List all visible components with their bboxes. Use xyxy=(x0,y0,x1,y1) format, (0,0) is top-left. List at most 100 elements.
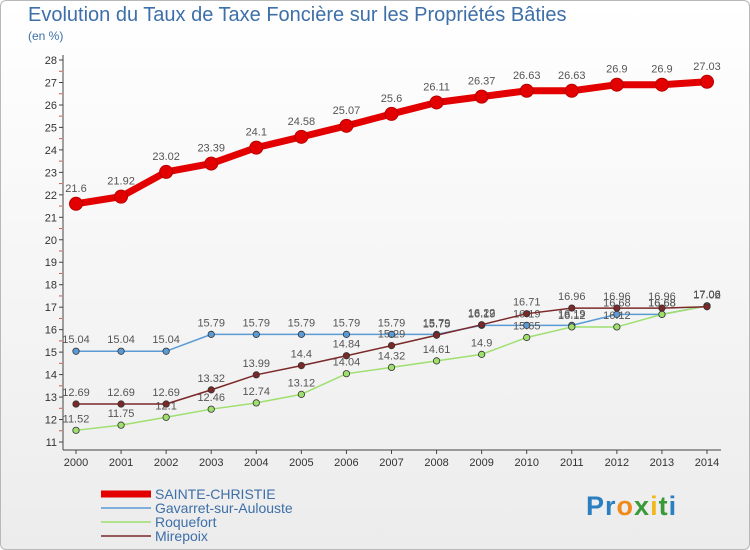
data-point xyxy=(252,399,260,407)
data-label: 16.19 xyxy=(558,308,586,320)
data-label: 16.68 xyxy=(603,297,631,309)
data-label: 23.39 xyxy=(197,143,225,155)
data-label: 24.1 xyxy=(246,127,267,139)
data-label: 12.46 xyxy=(197,392,225,404)
y-tick-label: 12 xyxy=(45,415,57,427)
data-point xyxy=(159,164,174,179)
data-label: 25.07 xyxy=(333,105,361,117)
data-point xyxy=(117,400,125,408)
data-label: 12.69 xyxy=(107,387,135,399)
logo-letter: x xyxy=(634,491,651,521)
data-label: 26.63 xyxy=(513,70,541,82)
data-label: 13.99 xyxy=(243,358,271,370)
data-point xyxy=(523,310,531,318)
series-roquefort: 11.5211.7512.112.4612.7413.1214.0414.321… xyxy=(63,289,721,434)
y-tick-label: 11 xyxy=(46,437,57,449)
data-point xyxy=(339,118,354,133)
data-point xyxy=(568,323,576,331)
data-label: 14.32 xyxy=(378,350,406,362)
data-point xyxy=(654,77,669,92)
data-point xyxy=(658,310,666,318)
y-tick-label: 23 xyxy=(45,167,57,179)
y-tick-label: 28 xyxy=(45,55,57,67)
legend-label: SAINTE-CHRISTIE xyxy=(155,486,276,502)
y-tick-label: 19 xyxy=(45,257,57,269)
data-label: 16.96 xyxy=(558,291,586,303)
data-label: 12.69 xyxy=(152,387,180,399)
data-label: 26.63 xyxy=(558,70,586,82)
data-point xyxy=(297,330,305,338)
data-point xyxy=(114,189,129,204)
y-tick-label: 24 xyxy=(45,145,57,157)
data-point xyxy=(342,352,351,360)
data-label: 17.06 xyxy=(693,289,721,301)
data-point xyxy=(523,333,531,342)
data-label: 25.6 xyxy=(381,93,402,105)
logo-letter: i xyxy=(668,491,678,521)
data-point xyxy=(564,83,579,98)
data-point xyxy=(609,77,624,92)
data-label: 15.04 xyxy=(62,334,90,346)
logo-letter: o xyxy=(616,491,635,521)
logo-letter: t xyxy=(658,491,669,521)
data-label: 26.9 xyxy=(606,64,627,76)
data-point xyxy=(478,350,486,358)
data-label: 14.4 xyxy=(291,349,312,361)
x-tick-label: 2014 xyxy=(695,457,719,469)
y-tick-label: 27 xyxy=(45,77,57,89)
x-tick-label: 2008 xyxy=(424,457,448,469)
data-point xyxy=(474,89,489,104)
data-point xyxy=(432,331,441,339)
data-label: 17.06 xyxy=(693,289,721,301)
data-label: 16.12 xyxy=(558,310,586,322)
data-label: 11.52 xyxy=(63,413,90,425)
data-label: 13.32 xyxy=(197,373,225,385)
chart-title: Evolution du Taux de Taxe Foncière sur l… xyxy=(28,4,567,26)
data-point xyxy=(432,357,441,365)
data-point xyxy=(252,330,260,338)
data-point xyxy=(387,363,396,371)
data-point xyxy=(252,371,260,379)
x-tick-label: 2010 xyxy=(514,457,538,469)
data-point xyxy=(249,140,264,155)
data-point xyxy=(523,321,531,329)
data-label: 16.19 xyxy=(468,308,496,320)
data-label: 14.04 xyxy=(333,357,361,369)
data-label: 13.12 xyxy=(288,377,316,389)
data-label: 15.79 xyxy=(197,317,225,329)
y-tick-label: 20 xyxy=(45,235,57,247)
data-label: 15.79 xyxy=(423,317,451,329)
data-label: 15.79 xyxy=(288,317,316,329)
data-point xyxy=(294,129,309,144)
x-tick-label: 2012 xyxy=(605,457,629,469)
y-tick-label: 22 xyxy=(45,190,57,202)
x-tick-label: 2000 xyxy=(64,457,88,469)
legend-label: Gavarret-sur-Aulouste xyxy=(155,500,293,516)
y-tick-label: 25 xyxy=(45,122,57,134)
data-point xyxy=(162,413,170,421)
data-label: 27.03 xyxy=(693,61,721,73)
y-tick-label: 21 xyxy=(45,212,57,224)
chart-unit-label: (en %) xyxy=(28,29,64,43)
data-point xyxy=(72,400,80,408)
data-point xyxy=(703,303,711,311)
data-point xyxy=(207,405,215,413)
logo-letter: P xyxy=(586,491,606,521)
data-point xyxy=(342,370,351,378)
x-tick-label: 2006 xyxy=(334,457,358,469)
data-point xyxy=(207,330,215,338)
y-tick-label: 15 xyxy=(45,347,57,359)
data-label: 26.9 xyxy=(651,64,672,76)
data-label: 11.75 xyxy=(108,408,135,420)
data-label: 21.6 xyxy=(65,183,86,195)
data-label: 16.68 xyxy=(648,297,676,309)
data-label: 14.84 xyxy=(333,339,361,351)
data-label: 15.29 xyxy=(378,329,406,341)
x-tick-label: 2002 xyxy=(154,457,178,469)
legend-label: Roquefort xyxy=(155,514,217,530)
y-tick-label: 16 xyxy=(45,325,57,337)
data-label: 15.75 xyxy=(423,318,451,330)
data-label: 14.9 xyxy=(471,337,492,349)
